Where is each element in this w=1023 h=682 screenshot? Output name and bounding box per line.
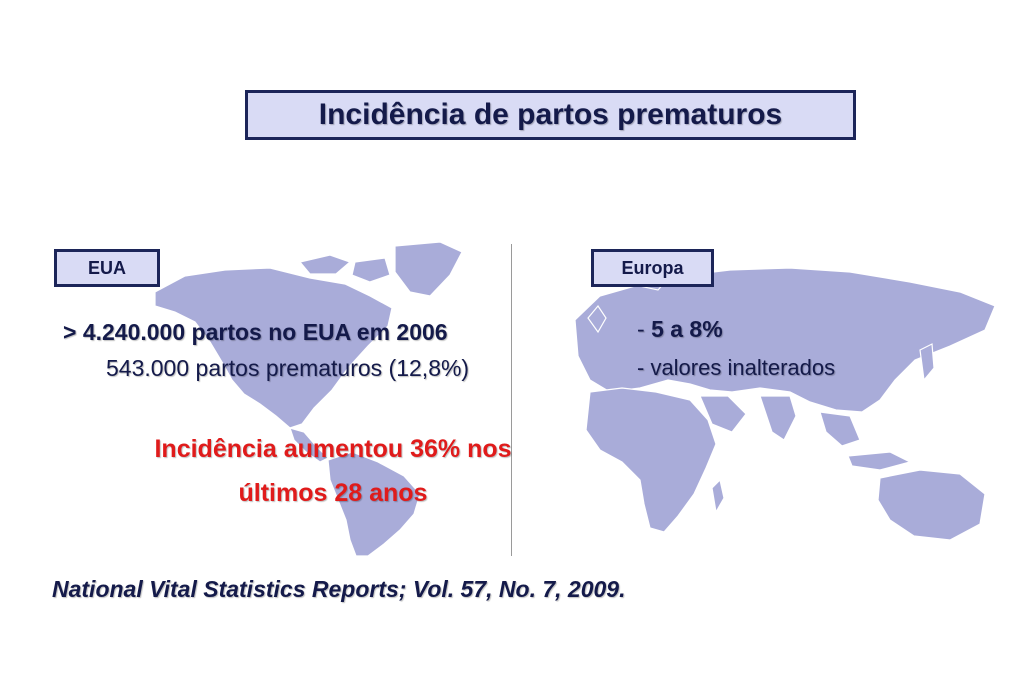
eua-label-box: EUA	[54, 249, 160, 287]
europa-label: Europa	[621, 257, 684, 278]
title-box: Incidência de partos prematuros	[245, 90, 856, 140]
eua-label: EUA	[87, 257, 126, 278]
europa-label-box: Europa	[591, 249, 714, 287]
world-map-image	[154, 241, 996, 557]
europa-rate-value: 5 a 8%	[651, 316, 723, 342]
eua-incidence-increase: Incidência aumentou 36% nos últimos 28 a…	[154, 435, 512, 507]
europa-trend: - valores inalterados	[637, 355, 836, 380]
column-divider	[511, 244, 512, 556]
page-title: Incidência de partos prematuros	[318, 98, 783, 131]
europa-rate-dash: -	[637, 316, 652, 342]
europa-rate: - 5 a 8%	[637, 316, 723, 343]
eua-total-births: > 4.240.000 partos no EUA em 2006	[63, 319, 448, 345]
eua-preterm-births: 543.000 partos prematuros (12,8%)	[106, 355, 470, 381]
reference-citation: National Vital Statistics Reports; Vol. …	[52, 576, 626, 602]
